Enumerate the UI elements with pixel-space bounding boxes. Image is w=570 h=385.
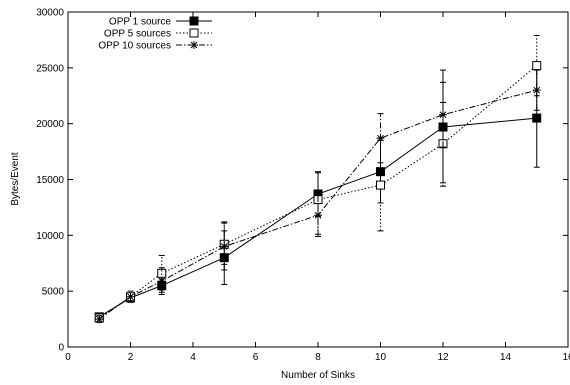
data-point-marker <box>376 180 385 190</box>
x-axis-ticks: 0 2 4 6 8 10 12 14 16 <box>65 12 570 363</box>
data-point-marker <box>314 211 322 220</box>
x-tick-label: 8 <box>315 352 321 363</box>
data-point-marker <box>532 61 542 71</box>
series-3 <box>95 69 541 324</box>
data-point-marker <box>95 315 104 324</box>
x-tick-label: 10 <box>375 352 387 363</box>
y-axis-ticks: 0 5000 10000 15000 20000 25000 30000 <box>36 8 568 354</box>
y-tick-label: 5000 <box>42 287 65 298</box>
legend-label: OPP 10 sources <box>98 41 171 52</box>
legend-swatch-marker <box>189 28 199 38</box>
series-layer <box>94 34 542 324</box>
x-tick-label: 16 <box>562 352 570 363</box>
y-tick-label: 25000 <box>36 63 64 74</box>
legend-label: OPP 5 sources <box>104 29 171 40</box>
x-tick-label: 14 <box>500 352 512 363</box>
data-point-marker <box>532 86 541 95</box>
x-tick-label: 12 <box>437 352 449 363</box>
x-tick-label: 4 <box>190 352 196 363</box>
y-tick-label: 15000 <box>36 175 64 186</box>
series-line <box>98 117 537 318</box>
data-point-marker <box>532 113 542 123</box>
data-point-marker <box>439 110 447 119</box>
legend-label: OPP 1 source <box>109 17 172 28</box>
y-tick-label: 0 <box>58 343 64 354</box>
y-tick-label: 20000 <box>36 119 64 130</box>
y-axis-label: Bytes/Event <box>10 152 21 206</box>
x-tick-label: 6 <box>253 352 259 363</box>
x-tick-label: 0 <box>65 352 71 363</box>
data-point-marker <box>126 292 135 301</box>
data-point-marker <box>220 242 229 251</box>
x-axis-label: Number of Sinks <box>281 370 355 381</box>
data-point-marker <box>157 277 166 286</box>
y-tick-label: 10000 <box>36 231 64 242</box>
data-point-marker <box>376 134 385 143</box>
legend-swatch-marker <box>190 41 198 49</box>
x-tick-label: 2 <box>128 352 134 363</box>
y-tick-label: 30000 <box>36 8 64 19</box>
legend-swatch-marker <box>189 16 199 26</box>
